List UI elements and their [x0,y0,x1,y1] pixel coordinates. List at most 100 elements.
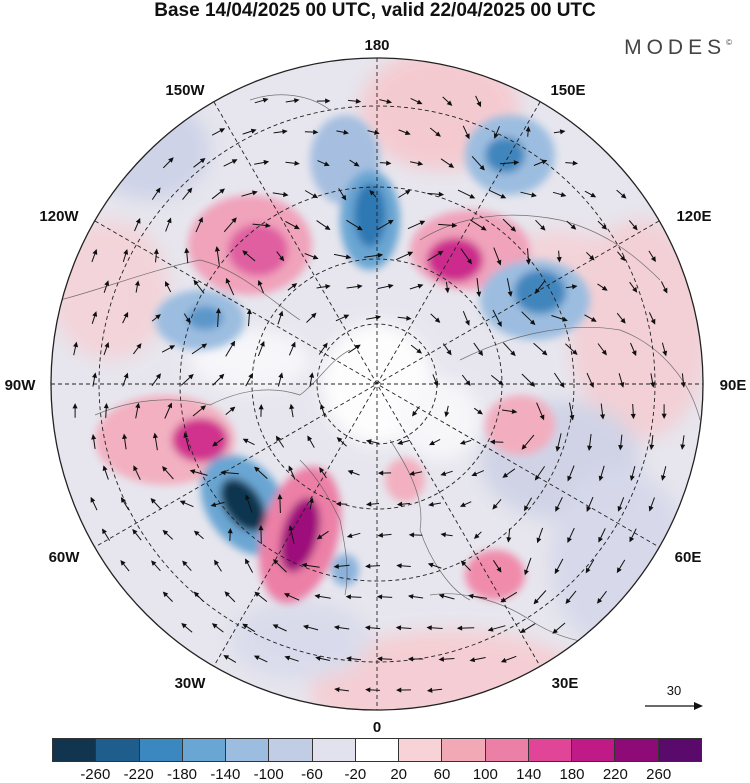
wind-vector-arrowhead [343,314,350,320]
wind-vector-arrowhead [155,373,161,379]
wind-vector-arrowhead [104,280,110,286]
wind-vector-arrowhead [218,373,225,380]
wind-vector-arrowhead [469,193,476,199]
wind-vector-arrowhead [680,382,686,388]
wind-vector-arrowhead [660,475,666,481]
wind-vector-arrowhead [407,251,414,257]
wind-vector-arrowhead [155,314,161,320]
colorbar-swatch [615,739,659,761]
wind-vector-arrowhead [231,217,237,223]
lon-label-150e: 150E [550,82,585,99]
wind-vector-arrowhead [616,567,622,574]
wind-vector-arrowhead [500,657,507,663]
reference-vector-arrowhead [694,702,703,710]
wind-vector-arrowhead [680,444,686,450]
wind-vector-arrowhead [123,372,129,379]
wind-vector-arrowhead [279,255,285,262]
wind-vector-arrowhead [404,189,411,195]
wind-vector-arrowhead [476,101,482,108]
wind-vector-arrowhead [587,445,593,452]
wind-vector-arrowhead [251,190,258,196]
wind-vector-arrowhead [493,133,499,139]
wind-vector-arrowhead [460,560,467,567]
wind-vector-arrowhead [459,440,466,445]
wind-vector-arrowhead [319,467,325,473]
colorbar-swatch [485,739,529,761]
colorbar-tick-label: -100 [253,766,284,783]
wind-vector-arrowhead [599,414,606,420]
wind-vector-arrowhead [248,372,254,379]
wind-vector-arrowhead [477,350,484,357]
wind-vector-arrowhead [323,161,330,167]
wind-vector-arrowhead [307,435,313,442]
wind-vector-arrowhead [242,623,249,629]
wind-vector-arrowhead [365,501,372,507]
wind-vector-arrowhead [650,256,656,263]
wind-vector-arrowhead [223,655,230,660]
colorbar-tick-labels: -260 -220 -180 -140 -100 -60 -20 20 60 100 140 180 2… [52,766,702,783]
wind-vector-arrowhead [282,129,288,135]
wind-vector-arrowhead [565,598,571,604]
wind-vector-arrowhead [661,413,667,419]
wind-vector-arrowhead [179,500,186,506]
wind-vector-arrowhead [620,255,626,262]
wind-vector-arrowhead [620,193,627,199]
colorbar-tick-label: -180 [166,766,198,783]
wind-vector-arrowhead [309,372,315,378]
wind-vector-arrowhead [585,567,591,574]
wind-vector-arrowhead [513,160,520,166]
colorbar-tick-label: -20 [344,766,367,783]
wind-vector-arrowhead [262,97,269,103]
wind-vector-arrowhead [294,160,300,166]
wind-vector-arrowhead [476,291,482,298]
wind-vector-arrowhead [265,222,271,228]
wind-vector-arrowhead [590,192,597,198]
polar-map: 180 150W 150E 120W 120E 90W 90E 60W 60E … [5,37,747,735]
wind-vector-arrowhead [293,224,300,230]
wind-vector-arrowhead [500,193,507,199]
wind-vector-arrowhead [193,530,200,536]
wind-vector-arrowhead [333,563,339,569]
wind-vector-arrowhead [355,98,362,104]
wind-vector-arrowhead [253,655,260,661]
wind-vector-arrowhead [356,225,363,231]
wind-vector-arrowhead [357,284,363,290]
lon-label-30w: 30W [175,675,207,692]
wind-vector-arrowhead [446,100,453,106]
wind-vector-arrowhead [153,248,159,255]
wind-vector-arrowhead [278,372,284,379]
lon-label-30e: 30E [552,675,579,692]
wind-vector-arrowhead [242,250,248,256]
wind-vector-arrowhead [428,501,434,507]
colorbar-tick-label: -140 [210,766,241,783]
colorbar-tick-label: -260 [80,766,111,783]
wind-vector-arrowhead [254,466,260,473]
wind-vector-arrowhead [617,505,623,512]
lon-label-60w: 60W [49,549,81,566]
wind-vector-arrowhead [375,315,382,320]
wind-vector-arrowhead [136,343,142,349]
wind-vector-arrowhead [540,225,546,231]
wind-vector-arrowhead [122,433,128,440]
wind-vector-arrowhead [433,380,439,387]
wind-vector-arrowhead [314,593,321,599]
wind-vector-arrowhead [510,226,517,232]
wind-vector-arrowhead [198,216,203,223]
wind-vector-arrowhead [529,381,536,387]
wind-vector-arrowhead [162,529,169,536]
wind-vector-arrowhead [325,284,331,290]
wind-vector-arrowhead [417,160,424,166]
wind-vector-arrowhead [211,623,218,629]
wind-vector-arrowhead [246,308,252,315]
colorbar-swatch [96,739,140,761]
wind-vector-arrowhead [162,466,168,472]
wind-vector-arrowhead [529,319,536,326]
wind-vector-arrowhead [215,307,221,314]
wind-vector-arrowhead [520,628,526,634]
wind-vector-arrowhead [242,438,249,444]
colorbar-tick-label: 180 [559,766,585,783]
wind-vector-arrowhead [589,382,594,388]
wind-vector-arrowhead [365,563,371,569]
wind-vector-arrowhead [133,465,138,472]
wind-vector-arrowhead [150,498,156,504]
